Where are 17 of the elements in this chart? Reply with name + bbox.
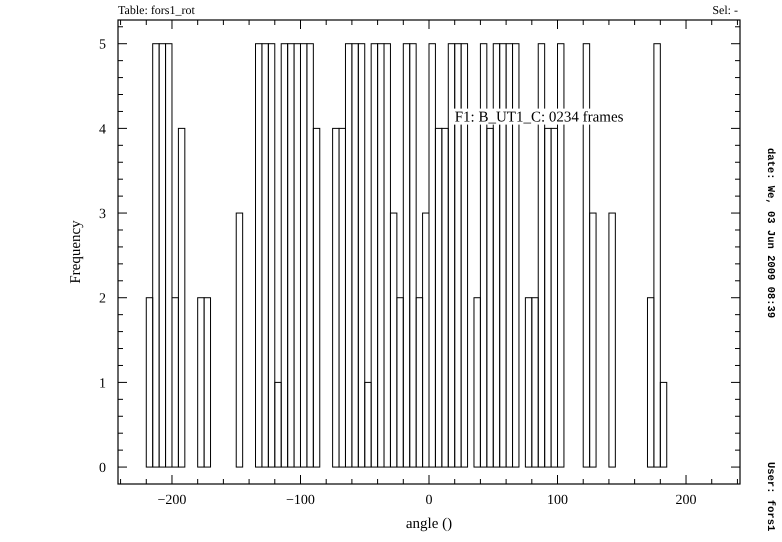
text: date: We, 03 Jun 2009 08:39 [764,148,776,318]
x-axis-title: angle () [406,516,452,532]
y-tick-label: 0 [99,461,106,476]
x-tick-label: −100 [286,493,315,508]
y-tick-label: 4 [99,122,106,138]
x-tick-label: 0 [426,493,432,508]
text: User: fors1 [764,462,776,532]
x-tick-label: 200 [676,493,697,508]
text: Table: fors1_rot [118,3,196,17]
y-tick-label: 2 [99,292,106,307]
x-tick-label: 100 [547,493,568,508]
y-tick-label: 5 [99,38,106,53]
y-tick-label: 1 [99,376,106,392]
x-tick-label: −200 [158,493,186,508]
y-tick-label: 3 [99,207,106,222]
text: Sel: - [712,3,738,17]
y-axis-title: Frequency [68,220,84,284]
